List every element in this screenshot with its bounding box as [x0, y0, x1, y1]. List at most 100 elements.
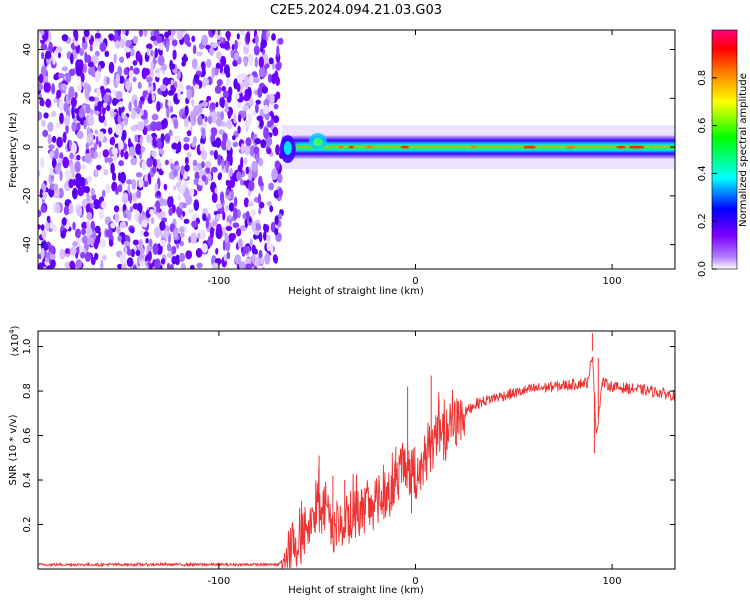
- noise-blob: [258, 207, 262, 215]
- noise-blob: [86, 134, 93, 144]
- noise-blob: [75, 177, 82, 189]
- noise-blob: [68, 178, 74, 189]
- noise-blob: [54, 164, 62, 175]
- noise-blob: [65, 248, 69, 254]
- noise-blob: [234, 93, 240, 100]
- snr-panel: -100 0 100 0.2 0.4 0.6 0.8 1.0 Height of strai…: [8, 325, 676, 596]
- signal-hotspot: [566, 145, 576, 149]
- noise-blob: [274, 160, 281, 169]
- noise-blob: [184, 156, 189, 165]
- noise-blob: [134, 134, 139, 143]
- noise-blob: [91, 54, 99, 65]
- noise-blob: [111, 136, 115, 146]
- noise-blob: [114, 151, 118, 163]
- noise-blob: [215, 203, 223, 209]
- noise-blob: [75, 65, 82, 77]
- noise-blob: [143, 30, 148, 37]
- snr-y-multiplier: (x104): [8, 325, 21, 356]
- noise-blob: [242, 105, 250, 112]
- noise-blob: [179, 240, 184, 247]
- noise-blob: [234, 254, 242, 265]
- colorbar-tick-label: 0.6: [697, 118, 708, 134]
- noise-blob: [212, 262, 219, 269]
- noise-blob: [38, 262, 44, 269]
- noise-blob: [88, 96, 95, 102]
- noise-blob: [220, 110, 224, 121]
- noise-blob: [159, 239, 167, 247]
- noise-blob: [102, 102, 108, 108]
- noise-blob: [139, 96, 145, 102]
- noise-blob: [200, 61, 206, 71]
- noise-blob: [101, 189, 106, 198]
- noise-blob: [276, 45, 280, 58]
- noise-blob: [221, 86, 227, 92]
- noise-blob: [135, 249, 141, 257]
- noise-blob: [197, 115, 203, 126]
- noise-blob: [155, 72, 160, 78]
- noise-blob: [204, 116, 208, 123]
- noise-blob: [146, 157, 153, 168]
- noise-blob: [136, 189, 142, 199]
- x-tick-label: 0: [412, 276, 418, 287]
- noise-blob: [114, 30, 119, 36]
- noise-blob: [183, 218, 190, 224]
- noise-blob: [152, 243, 159, 255]
- y-tick-label: 0.6: [22, 428, 33, 444]
- noise-blob: [112, 89, 117, 95]
- noise-blob: [52, 58, 56, 65]
- noise-blob: [71, 106, 75, 117]
- noise-blob: [47, 121, 54, 132]
- signal-hotspot: [338, 145, 344, 149]
- noise-blob: [271, 33, 276, 41]
- noise-blob: [91, 193, 97, 201]
- noise-blob: [145, 237, 149, 244]
- noise-blob: [76, 84, 82, 93]
- noise-blob: [94, 129, 99, 135]
- noise-blob: [98, 208, 105, 220]
- noise-blob: [236, 73, 243, 84]
- spectrogram-frame: [37, 29, 676, 270]
- noise-blob: [192, 44, 197, 55]
- noise-blob: [177, 70, 181, 79]
- noise-blob: [106, 104, 111, 112]
- noise-blob: [234, 39, 238, 51]
- noise-blob: [214, 85, 222, 94]
- noise-blob: [41, 51, 45, 60]
- noise-blob: [167, 196, 173, 208]
- noise-blob: [45, 98, 52, 108]
- noise-blob: [259, 257, 264, 265]
- noise-blob: [271, 61, 276, 71]
- noise-blob: [47, 133, 52, 145]
- noise-blob: [138, 239, 144, 250]
- noise-blob: [84, 52, 88, 64]
- noise-blob: [228, 214, 232, 220]
- noise-blob: [141, 67, 148, 80]
- noise-blob: [253, 45, 260, 56]
- noise-blob: [225, 78, 231, 86]
- noise-blob: [162, 198, 168, 207]
- noise-blob: [243, 197, 249, 208]
- noise-blob: [85, 83, 92, 94]
- noise-blob: [148, 238, 153, 247]
- noise-blob: [272, 254, 278, 263]
- noise-blob: [254, 223, 262, 232]
- noise-blob: [260, 46, 264, 53]
- noise-blob: [191, 220, 199, 228]
- noise-blob: [189, 110, 195, 123]
- noise-blob: [176, 206, 182, 218]
- noise-blob: [132, 35, 139, 44]
- noise-blob: [245, 263, 252, 269]
- noise-blob: [58, 73, 65, 79]
- noise-blob: [150, 121, 158, 132]
- noise-blob: [168, 129, 173, 137]
- noise-blob: [203, 78, 209, 86]
- noise-blob: [193, 178, 200, 186]
- noise-blob: [40, 247, 45, 260]
- noise-blob: [49, 150, 55, 158]
- noise-blob: [249, 238, 253, 247]
- noise-blob: [87, 114, 95, 127]
- noise-blob: [141, 219, 148, 228]
- noise-blob: [236, 228, 242, 237]
- noise-blob: [144, 173, 149, 184]
- noise-blob: [233, 113, 237, 124]
